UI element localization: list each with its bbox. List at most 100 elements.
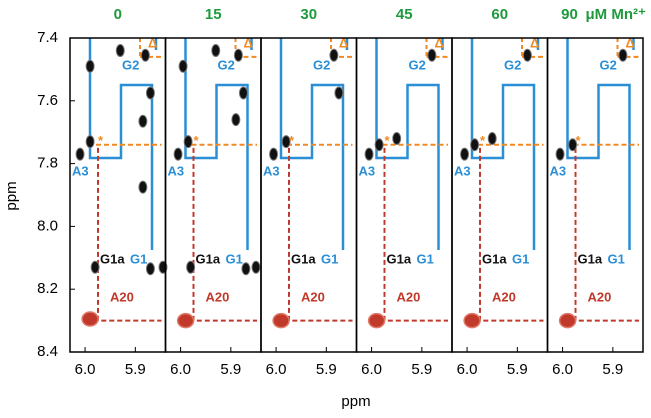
label-a3: A3 bbox=[263, 163, 280, 178]
y-tick-label: 8.0 bbox=[37, 217, 58, 234]
panel-title: 60 bbox=[491, 6, 508, 23]
label-g1: G1 bbox=[608, 251, 625, 266]
y-tick-label: 7.8 bbox=[37, 155, 58, 172]
label-star: * bbox=[194, 133, 200, 148]
label-g1a: G1a bbox=[578, 251, 603, 266]
a20-peak bbox=[369, 314, 385, 328]
label-a3: A3 bbox=[550, 163, 567, 178]
a20-peak bbox=[560, 314, 576, 328]
label-g2: G2 bbox=[218, 57, 235, 72]
x-tick-label: 6.0 bbox=[457, 361, 478, 378]
peak bbox=[393, 132, 401, 144]
label-g2: G2 bbox=[313, 57, 330, 72]
peak bbox=[187, 261, 195, 273]
a20-peak bbox=[82, 312, 98, 326]
peak bbox=[146, 263, 154, 275]
peak bbox=[116, 45, 124, 57]
y-tick-label: 8.4 bbox=[37, 343, 58, 360]
x-tick-label: 5.9 bbox=[602, 361, 623, 378]
peak bbox=[76, 148, 84, 160]
label-a20: A20 bbox=[492, 289, 516, 304]
label-a3: A3 bbox=[454, 163, 471, 178]
panel-title: 15 bbox=[205, 6, 222, 23]
peak bbox=[488, 132, 496, 144]
peak bbox=[242, 263, 250, 275]
peak bbox=[270, 148, 278, 160]
peak bbox=[335, 87, 343, 99]
label-star: * bbox=[98, 133, 104, 148]
peak bbox=[146, 87, 154, 99]
label-g1: G1 bbox=[417, 251, 434, 266]
label-g1a: G1a bbox=[291, 251, 316, 266]
label-a3: A3 bbox=[72, 163, 89, 178]
peak bbox=[184, 136, 192, 148]
peak bbox=[91, 261, 99, 273]
label-star: * bbox=[385, 133, 391, 148]
y-axis-label: ppm bbox=[3, 181, 20, 210]
label-g2: G2 bbox=[504, 57, 521, 72]
label-star: * bbox=[289, 133, 295, 148]
peak bbox=[141, 49, 149, 61]
chart: ppm ppm 7.4 7.6 7.8 8.0 8.2 8.4 0 G2 A3 G1a G1 A20 *… bbox=[0, 0, 651, 413]
peak bbox=[86, 60, 94, 72]
peak bbox=[365, 148, 373, 160]
x-tick-label: 5.9 bbox=[507, 361, 528, 378]
peak bbox=[556, 148, 564, 160]
label-g2: G2 bbox=[409, 57, 426, 72]
panel-title: 0 bbox=[114, 6, 122, 23]
x-tick-label: 5.9 bbox=[316, 361, 337, 378]
x-tick-label: 6.0 bbox=[266, 361, 287, 378]
label-star: * bbox=[576, 133, 582, 148]
y-tick-label: 7.6 bbox=[37, 92, 58, 109]
peak bbox=[174, 148, 182, 160]
x-tick-label: 5.9 bbox=[125, 361, 146, 378]
label-a20: A20 bbox=[110, 289, 134, 304]
peak bbox=[252, 261, 260, 273]
x-tick-label: 6.0 bbox=[361, 361, 382, 378]
label-a20: A20 bbox=[301, 289, 325, 304]
a20-peak bbox=[178, 314, 194, 328]
peak bbox=[330, 49, 338, 61]
peak bbox=[619, 49, 627, 61]
label-g1: G1 bbox=[321, 251, 338, 266]
label-star: * bbox=[480, 133, 486, 148]
a20-peak bbox=[273, 314, 289, 328]
peak bbox=[212, 45, 220, 57]
x-tick-label: 6.0 bbox=[75, 361, 96, 378]
peak bbox=[179, 60, 187, 72]
label-g1: G1 bbox=[226, 251, 243, 266]
label-g1: G1 bbox=[130, 251, 147, 266]
peak bbox=[139, 115, 147, 127]
label-g2: G2 bbox=[600, 57, 617, 72]
panel-title: 45 bbox=[396, 6, 413, 23]
label-g1a: G1a bbox=[100, 251, 125, 266]
peak bbox=[232, 114, 240, 126]
label-a20: A20 bbox=[206, 289, 230, 304]
x-axis-label: ppm bbox=[341, 393, 370, 410]
x-tick-label: 5.9 bbox=[411, 361, 432, 378]
page: ppm ppm 7.4 7.6 7.8 8.0 8.2 8.4 0 G2 A3 G1a G1 A20 *… bbox=[0, 0, 651, 418]
peak bbox=[428, 49, 436, 61]
label-g2: G2 bbox=[122, 57, 139, 72]
panel-title: 30 bbox=[300, 6, 317, 23]
peak bbox=[239, 87, 247, 99]
peak bbox=[461, 148, 469, 160]
x-tick-label: 6.0 bbox=[552, 361, 573, 378]
x-tick-label: 5.9 bbox=[220, 361, 241, 378]
y-tick-label: 7.4 bbox=[37, 29, 58, 46]
label-g1a: G1a bbox=[482, 251, 507, 266]
label-a3: A3 bbox=[359, 163, 376, 178]
a20-peak bbox=[464, 314, 480, 328]
y-tick-label: 8.2 bbox=[37, 280, 58, 297]
peak bbox=[471, 139, 479, 151]
label-a20: A20 bbox=[397, 289, 421, 304]
label-a3: A3 bbox=[168, 163, 185, 178]
label-g1: G1 bbox=[512, 251, 529, 266]
label-g1a: G1a bbox=[387, 251, 412, 266]
panel-title: 90 bbox=[561, 6, 578, 23]
peak bbox=[139, 181, 147, 193]
x-tick-label: 6.0 bbox=[170, 361, 191, 378]
peak bbox=[523, 49, 531, 61]
peak bbox=[86, 136, 94, 148]
label-g1a: G1a bbox=[196, 251, 221, 266]
